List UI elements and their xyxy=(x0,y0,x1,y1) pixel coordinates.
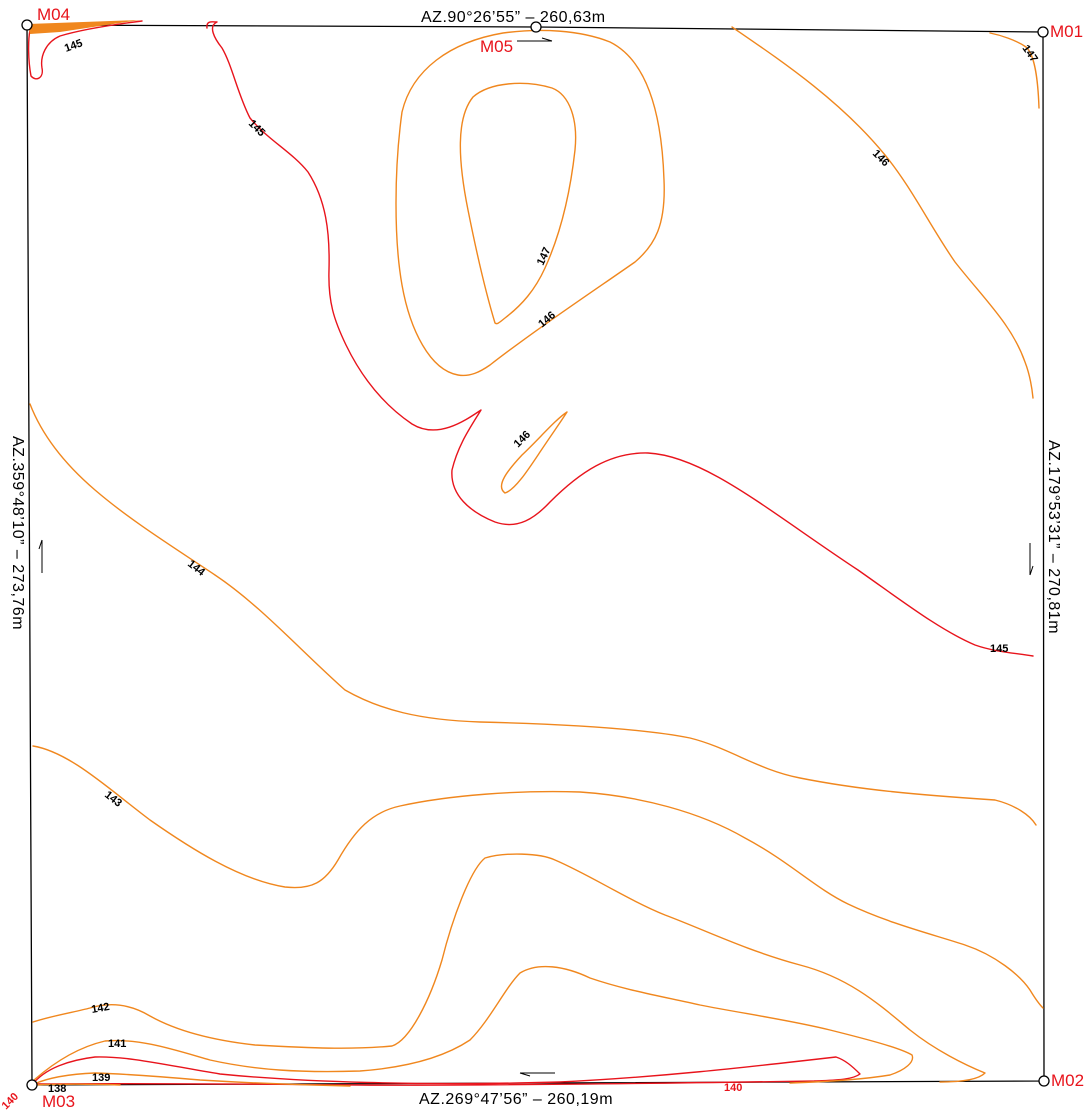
intermediate-contours xyxy=(28,20,1044,1087)
contour-145-corner xyxy=(27,20,143,80)
east-boundary-label: AZ.179°53’31” – 270,81m xyxy=(1045,440,1062,634)
contour-147-corner xyxy=(989,32,1040,109)
contour-label: 146 xyxy=(536,309,558,330)
marker-m02-label: M02 xyxy=(1051,1071,1084,1090)
contour-label: 142 xyxy=(90,1001,110,1016)
marker-m01-label: M01 xyxy=(1050,22,1083,41)
contour-label: 140 xyxy=(0,1091,21,1110)
marker-m02-icon xyxy=(1038,1075,1050,1087)
contour-label: 140 xyxy=(724,1082,742,1094)
contour-138 xyxy=(33,1083,121,1086)
marker-m03-label: M03 xyxy=(42,1092,75,1110)
marker-m04-icon xyxy=(21,19,33,31)
east-arrow-icon xyxy=(1029,543,1034,576)
contour-label: 139 xyxy=(92,1072,110,1084)
west-boundary-label: AZ.359°48’10” – 273,76m xyxy=(9,436,26,630)
contour-label: 147 xyxy=(535,246,554,268)
contour-label: 138 xyxy=(48,1083,66,1095)
bearing-arrows xyxy=(38,37,1034,1077)
contour-147-hill xyxy=(459,82,577,325)
contour-144 xyxy=(29,403,1037,826)
contour-label: 145 xyxy=(246,118,267,139)
contour-141 xyxy=(33,965,914,1084)
corner-hatch xyxy=(28,20,140,34)
north-arrow-icon xyxy=(517,37,553,42)
contour-label: 147 xyxy=(1020,43,1040,65)
contour-label: 144 xyxy=(185,558,208,579)
marker-m01-icon xyxy=(1037,26,1049,38)
contour-label: 146 xyxy=(870,148,891,169)
south-arrow-icon xyxy=(519,1072,555,1077)
contour-145-upper xyxy=(206,21,1034,657)
contour-label: 141 xyxy=(108,1038,126,1050)
marker-m03-icon xyxy=(26,1079,38,1091)
contour-142 xyxy=(32,853,986,1083)
contour-139 xyxy=(33,1072,351,1087)
index-contours xyxy=(27,20,1034,1086)
contour-146-hill xyxy=(395,29,665,377)
contour-143 xyxy=(32,745,1044,1009)
contour-146-upper-right xyxy=(731,26,1034,399)
contour-label: 145 xyxy=(990,643,1008,655)
contour-146-small xyxy=(500,411,568,494)
contour-label: 145 xyxy=(63,37,84,55)
north-boundary-label: AZ.90°26’55” – 260,63m xyxy=(421,9,606,26)
contour-140-bottom xyxy=(31,1056,861,1086)
marker-m05-icon xyxy=(530,21,542,33)
survey-markers xyxy=(21,19,1050,1091)
marker-m05-label: M05 xyxy=(480,37,513,56)
property-boundary xyxy=(26,24,1045,1086)
contour-label: 143 xyxy=(102,789,124,810)
south-boundary-label: AZ.269°47’56” – 260,19m xyxy=(419,1091,613,1108)
west-arrow-icon xyxy=(38,539,43,573)
marker-m04-label: M04 xyxy=(37,5,70,24)
